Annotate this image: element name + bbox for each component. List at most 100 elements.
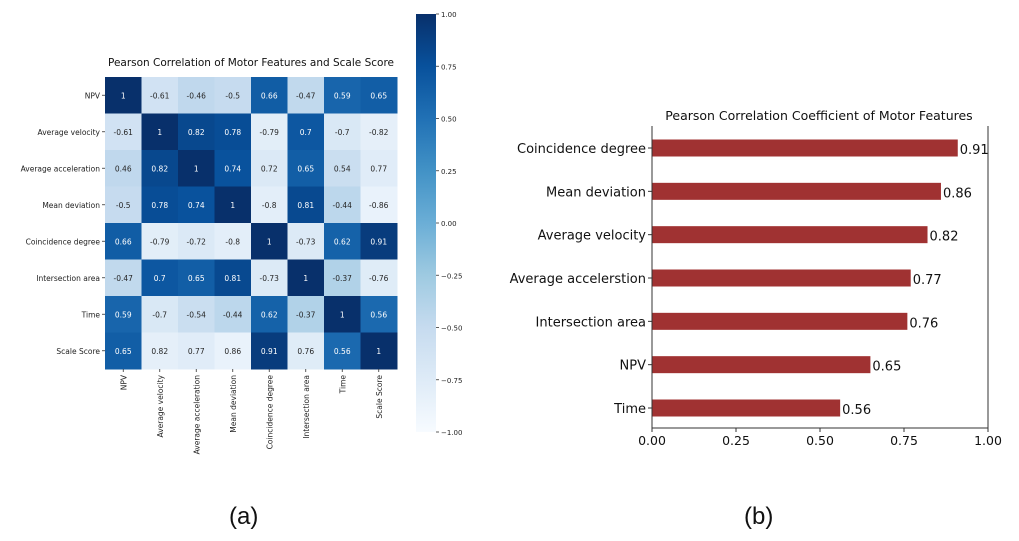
bar-category-label: Average velocity [538, 229, 647, 244]
heatmap-cell-label: 0.72 [261, 164, 278, 173]
heatmap-cell-label: -0.44 [333, 201, 353, 210]
heatmap-cell [214, 186, 252, 224]
bar-value-label: 0.76 [909, 316, 938, 331]
heatmap-cell-label: 1 [303, 274, 308, 283]
heatmap-cell-label: -0.5 [116, 201, 131, 210]
heatmap-cell [287, 332, 325, 370]
heatmap-cell [251, 296, 288, 333]
heatmap-cell-label: 0.7 [154, 274, 166, 283]
bar-value-label: 0.56 [842, 403, 871, 418]
heatmap-col-label: Scale Score [375, 375, 384, 419]
heatmap-cell [324, 113, 361, 151]
heatmap-cell-label: -0.79 [260, 128, 280, 137]
heatmap-cell-label: -0.44 [223, 310, 243, 319]
heatmap-row-label: Scale Score [56, 347, 100, 356]
heatmap-cell [141, 77, 179, 114]
heatmap-col-label: Average velocity [156, 374, 165, 437]
heatmap-cell-label: 0.78 [151, 201, 168, 210]
heatmap-cell-label: -0.72 [187, 237, 207, 246]
colorbar-tick-label: −0.75 [441, 377, 462, 385]
heatmap-cell [105, 296, 142, 333]
heatmap-cell [105, 259, 142, 297]
heatmap-cell [251, 77, 288, 114]
heatmap-cell-label: 1 [121, 91, 126, 100]
heatmap-cell [251, 150, 288, 187]
heatmap-cell-label: 0.7 [300, 128, 312, 137]
heatmap-cell [214, 113, 252, 151]
heatmap-cell [251, 223, 288, 260]
heatmap-cell-label: 0.76 [297, 347, 314, 356]
heatmap-cell [141, 223, 179, 260]
heatmap-cell [360, 77, 398, 114]
heatmap-cell [287, 223, 325, 260]
bar-chart-title: Pearson Correlation Coefficient of Motor… [665, 108, 972, 123]
heatmap-row-label: Average acceleration [21, 164, 101, 173]
heatmap-col-label: Intersection area [302, 375, 311, 439]
heatmap-cell [105, 77, 142, 114]
heatmap-cell-label: 0.54 [334, 164, 351, 173]
heatmap-cell-label: 0.86 [224, 347, 241, 356]
colorbar-tick-label: −0.25 [441, 272, 462, 280]
bar-value-label: 0.77 [913, 273, 942, 288]
heatmap-cell-label: -0.61 [150, 91, 170, 100]
heatmap-cell-label: -0.47 [296, 91, 316, 100]
heatmap-cell-label: -0.61 [114, 128, 134, 137]
heatmap-cell [324, 77, 361, 114]
heatmap-cell-label: -0.37 [296, 310, 316, 319]
bar [652, 139, 958, 157]
colorbar-tick-label: 1.00 [441, 11, 457, 19]
heatmap-cell-label: -0.54 [187, 310, 207, 319]
heatmap-cell-label: 0.65 [115, 347, 132, 356]
colorbar-tick-label: −1.00 [441, 429, 462, 437]
heatmap-cell [287, 296, 325, 333]
heatmap-cell-label: 1 [340, 310, 345, 319]
heatmap-cell [141, 296, 179, 333]
heatmap-cell-label: 0.91 [261, 347, 278, 356]
heatmap-cell-label: 0.65 [188, 274, 205, 283]
colorbar-tick-label: 0.00 [441, 220, 457, 228]
heatmap-col-label: Coincidence degree [265, 375, 274, 450]
heatmap-cell [251, 113, 288, 151]
heatmap-cell [214, 332, 252, 370]
heatmap-cell-label: 0.65 [297, 164, 314, 173]
heatmap-cell-label: 0.82 [188, 128, 205, 137]
heatmap-cell-label: -0.7 [152, 310, 167, 319]
colorbar-tick-label: 0.25 [441, 168, 457, 176]
heatmap-cell-label: 1 [376, 347, 381, 356]
bar-category-label: Time [613, 402, 646, 417]
heatmap-title: Pearson Correlation of Motor Features an… [108, 57, 394, 69]
heatmap-cell-label: 0.77 [188, 347, 205, 356]
heatmap-row-label: Intersection area [36, 274, 100, 283]
bar-xtick-label: 0.00 [638, 433, 666, 448]
heatmap-cell [251, 259, 288, 297]
heatmap-cell-label: -0.47 [114, 274, 134, 283]
bar-xtick-label: 1.00 [974, 433, 1002, 448]
heatmap-cell [214, 223, 252, 260]
heatmap-cell-label: -0.73 [260, 274, 280, 283]
heatmap-cell-label: -0.5 [225, 91, 240, 100]
heatmap-row-label: Mean deviation [42, 201, 100, 210]
heatmap-cell [360, 113, 398, 151]
heatmap-cell [324, 296, 361, 333]
heatmap-cell [105, 186, 142, 224]
heatmap-cell [324, 150, 361, 187]
bar-category-label: Mean deviation [546, 185, 646, 200]
heatmap-cell-label: 0.66 [115, 237, 132, 246]
bar [652, 226, 928, 244]
heatmap-row-label: Coincidence degree [26, 237, 101, 246]
heatmap-cell-label: 0.46 [115, 164, 132, 173]
heatmap-cell-label: 0.62 [334, 237, 351, 246]
heatmap-cell-label: 0.77 [370, 164, 387, 173]
bar-xtick-label: 0.75 [890, 433, 918, 448]
bar-value-label: 0.86 [943, 186, 972, 201]
caption-b: (b) [744, 503, 774, 530]
bar [652, 399, 841, 417]
heatmap-cell-label: -0.76 [369, 274, 389, 283]
heatmap-cell [287, 259, 325, 297]
heatmap-col-label: Mean deviation [229, 375, 238, 433]
heatmap-cell [178, 259, 215, 297]
heatmap-cell-label: -0.7 [335, 128, 350, 137]
heatmap-cell [324, 186, 361, 224]
